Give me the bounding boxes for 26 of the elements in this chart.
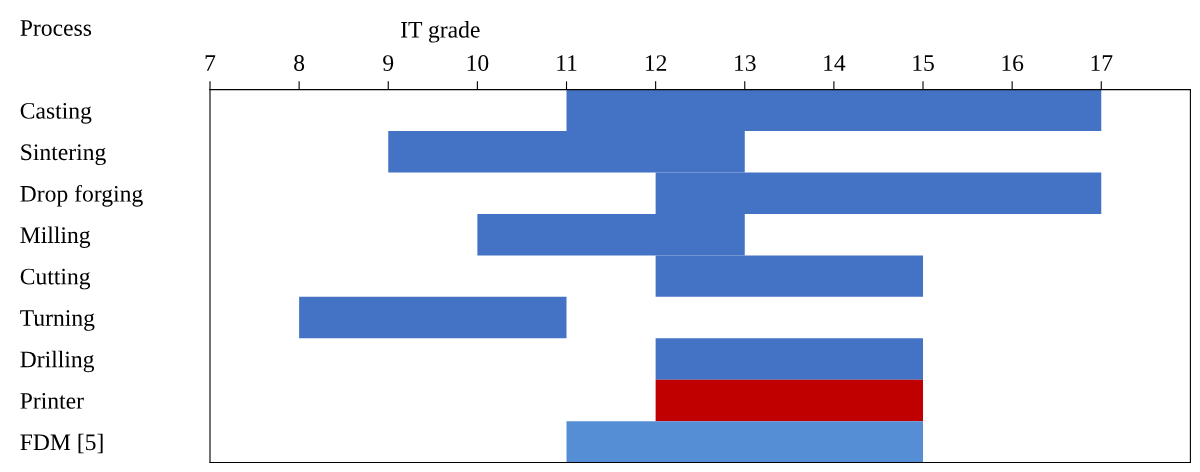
y-tick-label: Drilling [20,350,95,373]
x-tick-label: 17 [1091,55,1113,71]
bar [299,296,567,339]
y-tick-label: Casting [20,102,92,124]
x-axis-title: IT grade [401,21,480,43]
x-tick-label: 12 [645,55,667,71]
y-tick-label: Sintering [21,144,106,166]
x-tick-label: 13 [735,55,756,71]
x-tick-label: 8 [294,55,305,71]
x-tick-label: 16 [1002,55,1024,71]
y-tick-label: Printer [20,392,84,409]
y-axis-title: Process [20,20,92,36]
y-tick-label: Turning [20,310,95,331]
y-tick-label: Cutting [20,268,91,290]
x-tick-label: 7 [205,55,216,71]
x-tick-label: 15 [913,55,934,71]
x-tick-label: 10 [467,55,489,71]
x-tick-label: 14 [824,55,846,71]
x-tick-label: 11 [557,55,577,71]
y-tick-label: FDM [5] [20,433,103,454]
y-tick-label: Milling [20,226,91,248]
bar [566,421,924,463]
bar [655,379,924,422]
bar [655,338,924,380]
x-tick-label: 9 [383,55,394,71]
y-tick-label: Drop forging [20,184,143,207]
